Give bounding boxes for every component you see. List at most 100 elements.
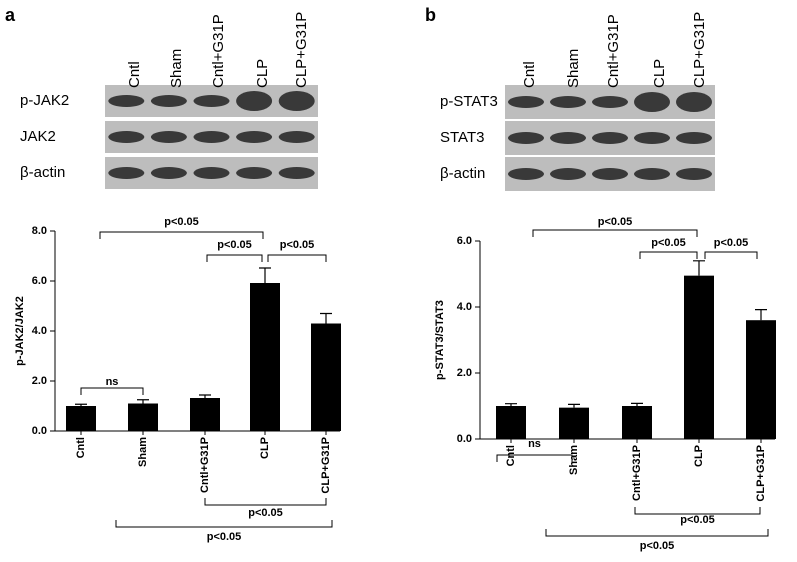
error-bar — [568, 403, 580, 408]
blot-row-label: β-actin — [440, 165, 485, 182]
bracket — [99, 231, 264, 239]
x-tick-label: CLP — [259, 437, 271, 459]
band — [108, 95, 145, 107]
lane-label: Cntl+G31P — [605, 14, 622, 88]
band — [508, 132, 544, 144]
band — [550, 96, 586, 108]
lane-label: CLP+G31P — [691, 12, 708, 88]
band — [236, 131, 273, 143]
y-tick-label: 6.0 — [457, 235, 472, 247]
x-tick-label: CLP+G31P — [320, 437, 332, 494]
bar — [684, 275, 714, 439]
x-tick-label: Sham — [568, 445, 580, 475]
band — [508, 96, 544, 108]
annotation: p<0.05 — [248, 507, 283, 519]
annotation: ns — [106, 376, 119, 388]
band — [193, 95, 230, 107]
bracket — [204, 498, 327, 506]
panel-label: a — [5, 5, 16, 25]
bar — [66, 406, 96, 431]
annotation: p<0.05 — [207, 531, 242, 543]
y-tick-label: 2.0 — [32, 375, 47, 387]
y-tick-label: 0.0 — [457, 433, 472, 445]
bracket — [704, 251, 758, 259]
band — [150, 167, 187, 179]
annotation: p<0.05 — [217, 239, 252, 251]
bar — [250, 283, 280, 431]
error-bar — [320, 312, 332, 324]
bar — [622, 406, 652, 439]
x-tick-label: CLP+G31P — [755, 445, 767, 502]
band — [150, 95, 187, 107]
error-bar — [137, 399, 149, 404]
blot-row-label: STAT3 — [440, 129, 484, 146]
bracket — [639, 251, 698, 259]
band — [634, 168, 670, 180]
x-tick-label: Sham — [137, 437, 149, 467]
bar — [128, 403, 158, 431]
lane-label: CLP+G31P — [293, 12, 310, 88]
bracket — [634, 507, 761, 515]
band — [508, 168, 544, 180]
blot-row-label: p-STAT3 — [440, 93, 498, 110]
panel-label: b — [425, 5, 436, 25]
x-tick-label: Cntl — [75, 437, 87, 458]
band — [278, 131, 315, 143]
lane-label: Cntl — [521, 61, 538, 88]
error-bar — [199, 394, 211, 398]
annotation: ns — [528, 438, 541, 450]
band — [108, 131, 145, 143]
blot-row-label: p-JAK2 — [20, 92, 69, 109]
lane-label: CLP — [254, 59, 271, 88]
y-tick-label: 6.0 — [32, 275, 47, 287]
x-tick-label: Cntl+G31P — [631, 445, 643, 501]
band — [278, 91, 315, 111]
band — [193, 167, 230, 179]
bar — [746, 320, 776, 439]
bar — [496, 406, 526, 439]
y-tick-label: 8.0 — [32, 225, 47, 237]
annotation: p<0.05 — [164, 216, 199, 228]
lane-label: Sham — [565, 49, 582, 88]
blot-row-label: β-actin — [20, 164, 65, 181]
band — [634, 92, 670, 112]
band — [108, 167, 145, 179]
bar — [559, 407, 589, 439]
error-bar — [693, 260, 705, 276]
x-tick-label: CLP — [693, 445, 705, 467]
error-bar — [755, 309, 767, 321]
annotation: p<0.05 — [640, 540, 675, 552]
blot-row-label: JAK2 — [20, 128, 56, 145]
annotation: p<0.05 — [714, 237, 749, 249]
band — [236, 91, 273, 111]
y-tick-label: 4.0 — [457, 301, 472, 313]
y-tick-label: 0.0 — [32, 425, 47, 437]
band — [592, 168, 628, 180]
y-tick-label: 4.0 — [32, 325, 47, 337]
annotation: p<0.05 — [598, 216, 633, 228]
bracket — [496, 454, 573, 462]
bracket — [532, 229, 698, 237]
bracket — [267, 254, 327, 262]
bracket — [206, 254, 263, 262]
bracket — [115, 520, 333, 528]
error-bar — [505, 403, 517, 406]
band — [550, 168, 586, 180]
y-axis-label: p-STAT3/STAT3 — [434, 300, 446, 380]
band — [278, 167, 315, 179]
error-bar — [259, 267, 271, 283]
bracket — [545, 529, 769, 537]
lane-label: Cntl+G31P — [210, 14, 227, 88]
annotation: p<0.05 — [680, 514, 715, 526]
y-axis-label: p-JAK2/JAK2 — [14, 296, 26, 366]
error-bar — [631, 402, 643, 406]
annotation: p<0.05 — [280, 239, 315, 251]
band — [150, 131, 187, 143]
error-bar — [75, 403, 87, 406]
bracket — [80, 387, 144, 395]
lane-label: Cntl — [126, 61, 143, 88]
band — [236, 167, 273, 179]
lane-label: CLP — [651, 59, 668, 88]
bar — [311, 323, 341, 431]
